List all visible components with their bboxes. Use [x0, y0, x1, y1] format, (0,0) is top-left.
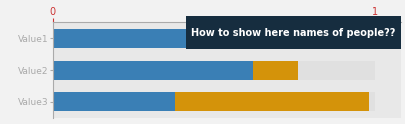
Bar	[253, 29, 330, 48]
Bar	[53, 92, 175, 111]
Text: How to show here names of people??: How to show here names of people??	[191, 28, 396, 38]
Bar	[175, 92, 369, 111]
Bar	[330, 29, 375, 48]
Bar	[53, 29, 253, 48]
Bar	[369, 92, 375, 111]
Bar	[253, 61, 298, 80]
Bar	[53, 61, 253, 80]
Bar	[298, 61, 375, 80]
